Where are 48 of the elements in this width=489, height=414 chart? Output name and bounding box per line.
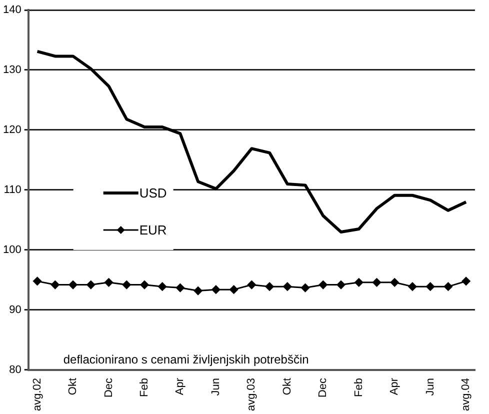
x-tick-label: Apr <box>388 378 401 396</box>
legend-label: EUR <box>139 222 167 238</box>
y-tick-label: 120 <box>2 124 22 136</box>
point <box>247 280 256 290</box>
point <box>390 278 399 287</box>
x-tick-label: Dec <box>102 377 115 398</box>
x-tick-label: Jun <box>210 378 222 396</box>
point <box>301 284 310 292</box>
point <box>104 278 113 287</box>
point <box>86 280 96 290</box>
point <box>176 284 184 292</box>
point <box>444 282 452 291</box>
x-tick-label: Feb <box>352 378 365 397</box>
point <box>33 276 42 286</box>
point <box>354 278 364 287</box>
point <box>68 280 78 290</box>
point <box>283 282 292 291</box>
point <box>122 280 131 290</box>
point <box>140 280 149 290</box>
point <box>194 286 202 296</box>
x-tick-label: avg.02 <box>31 378 44 412</box>
legend-label: USD <box>139 186 167 201</box>
x-tick-label: Okt <box>67 378 80 396</box>
point <box>158 282 167 291</box>
point <box>408 282 417 291</box>
x-tick-label: Jun <box>424 378 436 396</box>
y-tick-label: 100 <box>2 244 22 256</box>
x-tick-label: Okt <box>281 378 294 396</box>
y-tick-label: 90 <box>9 304 22 316</box>
x-tick-label: Feb <box>138 378 151 397</box>
point <box>318 280 328 290</box>
point <box>336 280 346 290</box>
y-tick-label: 110 <box>4 184 22 196</box>
point <box>50 280 60 290</box>
point <box>372 278 381 287</box>
x-tick-label: avg.04 <box>460 378 472 412</box>
point <box>462 276 470 286</box>
point <box>212 285 220 294</box>
x-tick-label: avg.03 <box>246 378 258 412</box>
x-tick-label: Apr <box>174 378 186 396</box>
point <box>426 282 435 291</box>
y-tick-label: 80 <box>9 364 22 376</box>
y-tick-label: 130 <box>2 64 22 76</box>
x-tick-label: Dec <box>317 377 330 398</box>
y-tick-label: 140 <box>2 4 22 16</box>
annotation: deflacionirano s cenami življenjskih potrebščin <box>63 352 309 366</box>
point <box>230 285 238 294</box>
point <box>265 282 274 291</box>
